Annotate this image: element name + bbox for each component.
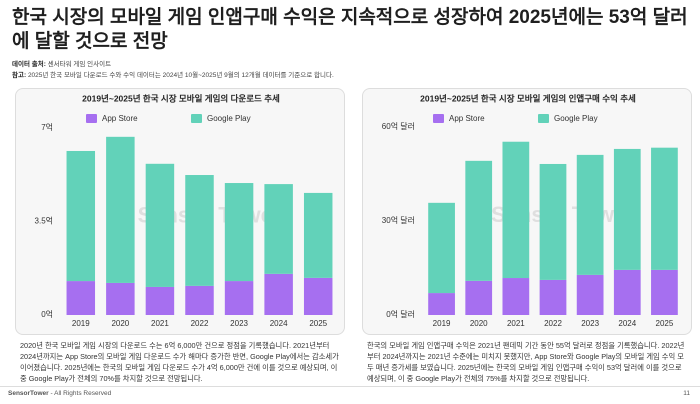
chart-panel: 2019년~2025년 한국 시장 모바일 게임의 인앱구매 수익 추세Sens… [362, 88, 692, 335]
legend-label: Google Play [207, 114, 251, 123]
y-tick-label: 0억 달러 [386, 309, 415, 319]
chart: 2019년~2025년 한국 시장 모바일 게임의 다운로드 추세Sensor … [35, 93, 333, 328]
x-tick-label: 2022 [544, 319, 562, 328]
bar [303, 192, 333, 278]
note-label: 참고: [12, 72, 27, 79]
chart-title: 2019년~2025년 한국 시장 모바일 게임의 다운로드 추세 [82, 93, 280, 103]
source: 데이터 출처: 센서타워 게임 인사이트 [12, 58, 111, 68]
bar [428, 202, 455, 294]
bar [145, 286, 175, 315]
x-tick-label: 2021 [151, 319, 169, 328]
bar [224, 281, 254, 315]
y-tick-label: 30억 달러 [382, 215, 415, 225]
source-text: 센서타워 게임 인사이트 [47, 61, 112, 68]
y-tick-label: 3.5억 [35, 216, 53, 226]
legend-swatch [86, 114, 97, 123]
x-tick-label: 2019 [433, 319, 451, 328]
bar [264, 184, 293, 274]
bar [185, 285, 214, 315]
bar [613, 148, 641, 270]
legend-label: App Store [102, 114, 138, 123]
x-tick-label: 2023 [230, 319, 248, 328]
x-tick-label: 2025 [656, 319, 674, 328]
bar [185, 175, 214, 286]
x-tick-label: 2019 [72, 319, 90, 328]
page-number: 11 [683, 390, 690, 397]
footer-rights: - All Rights Reserved [50, 390, 112, 397]
divider [0, 386, 700, 387]
x-tick-label: 2022 [191, 319, 209, 328]
y-tick-label: 60억 달러 [382, 121, 415, 131]
bar [465, 280, 493, 315]
note: 참고: 2025년 한국 모바일 다운로드 수와 수익 데이터는 2024년 1… [12, 69, 334, 79]
page-title: 한국 시장의 모바일 게임 인앱구매 수익은 지속적으로 성장하여 2025년에… [12, 7, 688, 52]
legend-swatch [433, 114, 444, 123]
bar [264, 273, 293, 315]
legend-swatch [191, 114, 202, 123]
bar [303, 277, 333, 315]
x-tick-label: 2021 [507, 319, 525, 328]
caption: 한국의 모바일 게임 인앱구매 수익은 2021년 팬데믹 기간 동안 55억 … [367, 341, 685, 383]
chart-panel: 2019년~2025년 한국 시장 모바일 게임의 다운로드 추세 Sensor … [15, 88, 345, 335]
bar [576, 274, 604, 315]
footer-brand: SensorTower [8, 390, 49, 397]
bar [651, 147, 678, 270]
bar [502, 278, 530, 315]
caption: 2020년 한국 모바일 게임 시장의 다운로드 수는 6억 6,000만 건으… [20, 341, 339, 383]
source-label: 데이터 출처: [12, 61, 46, 68]
bar [428, 293, 455, 315]
bar [106, 282, 135, 315]
bar [502, 141, 530, 279]
x-tick-label: 2020 [111, 319, 129, 328]
chart: 2019년~2025년 한국 시장 모바일 게임의 인앱구매 수익 추세Sens… [382, 93, 678, 328]
bar [613, 269, 641, 315]
legend-label: Google Play [554, 114, 598, 123]
chart-title: 2019년~2025년 한국 시장 모바일 게임의 인앱구매 수익 추세 [420, 93, 636, 103]
bar [465, 160, 493, 281]
x-tick-label: 2024 [270, 319, 288, 328]
bar [539, 279, 567, 315]
y-tick-label: 7억 [41, 122, 53, 132]
note-text: 2025년 한국 모바일 다운로드 수와 수익 데이터는 2024년 10월~2… [27, 72, 334, 79]
bar [224, 183, 254, 282]
bar [651, 269, 678, 315]
y-tick-label: 0억 [41, 309, 53, 319]
bar [576, 154, 604, 275]
bar [106, 136, 135, 283]
legend-label: App Store [449, 114, 485, 123]
bar [66, 281, 96, 315]
bar [145, 163, 175, 287]
legend-swatch [538, 114, 549, 123]
x-tick-label: 2023 [581, 319, 599, 328]
bar [66, 150, 96, 282]
x-tick-label: 2024 [618, 319, 636, 328]
x-tick-label: 2020 [470, 319, 488, 328]
footer: SensorTower - All Rights Reserved [8, 390, 111, 397]
bar [539, 163, 567, 280]
x-tick-label: 2025 [309, 319, 327, 328]
